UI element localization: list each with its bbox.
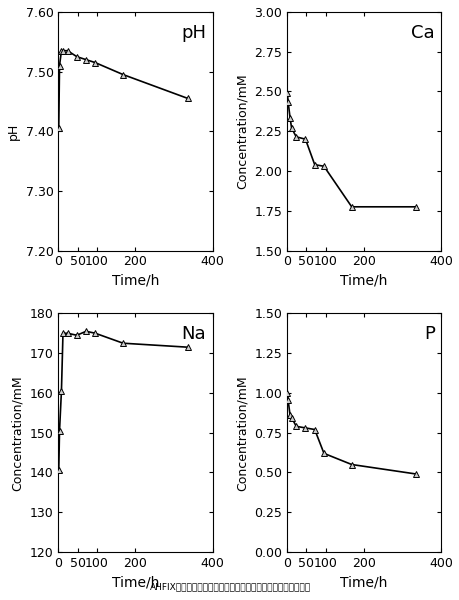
X-axis label: Time/h: Time/h (340, 575, 387, 589)
X-axis label: Time/h: Time/h (340, 274, 387, 288)
X-axis label: Time/h: Time/h (112, 575, 159, 589)
Y-axis label: pH: pH (7, 122, 20, 140)
Text: AHFIX処理後のチタン金属を浸漬した擬似体液の成分濃度変化: AHFIX処理後のチタン金属を浸漬した擬似体液の成分濃度変化 (149, 582, 310, 591)
X-axis label: Time/h: Time/h (112, 274, 159, 288)
Text: Ca: Ca (410, 24, 434, 42)
Text: pH: pH (181, 24, 206, 42)
Y-axis label: Concentration/mM: Concentration/mM (235, 73, 248, 189)
Y-axis label: Concentration/mM: Concentration/mM (11, 375, 24, 491)
Text: Na: Na (181, 325, 206, 343)
Text: P: P (423, 325, 434, 343)
Y-axis label: Concentration/mM: Concentration/mM (235, 375, 248, 491)
